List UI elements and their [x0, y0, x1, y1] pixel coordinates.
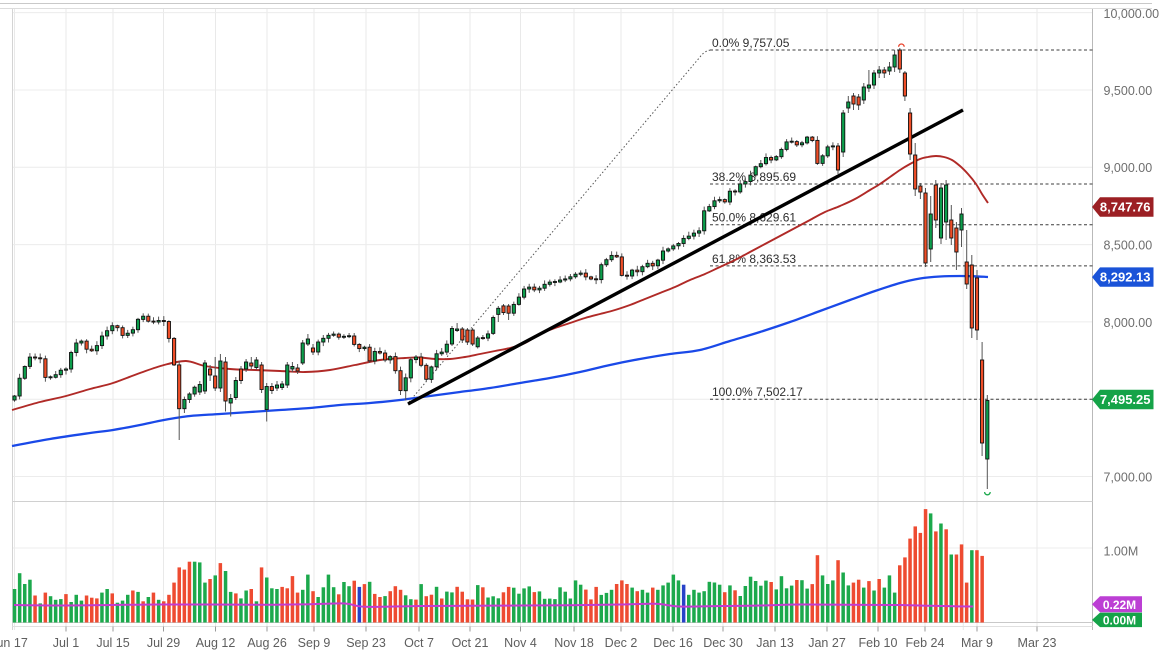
svg-text:Nov 4: Nov 4 — [504, 636, 537, 650]
svg-text:8,000.00: 8,000.00 — [1104, 316, 1153, 330]
svg-text:8,747.76: 8,747.76 — [1100, 200, 1151, 215]
svg-text:Mar 23: Mar 23 — [1018, 636, 1057, 650]
svg-text:Aug 26: Aug 26 — [247, 636, 287, 650]
svg-text:0.00M: 0.00M — [1103, 613, 1136, 627]
svg-text:Dec 16: Dec 16 — [653, 636, 693, 650]
svg-text:Sep 9: Sep 9 — [298, 636, 331, 650]
svg-text:Jul 1: Jul 1 — [53, 636, 79, 650]
svg-text:Feb 24: Feb 24 — [906, 636, 945, 650]
svg-text:Nov 18: Nov 18 — [554, 636, 594, 650]
svg-text:50.0% 8,629.61: 50.0% 8,629.61 — [712, 211, 796, 225]
svg-text:7,495.25: 7,495.25 — [1100, 392, 1151, 407]
svg-text:Oct 7: Oct 7 — [404, 636, 434, 650]
svg-text:Mar 9: Mar 9 — [961, 636, 993, 650]
svg-text:0.0% 9,757.05: 0.0% 9,757.05 — [712, 36, 790, 50]
svg-text:Aug 12: Aug 12 — [196, 636, 236, 650]
svg-text:7,000.00: 7,000.00 — [1104, 471, 1153, 485]
svg-text:1.00M: 1.00M — [1104, 544, 1139, 558]
svg-text:0.22M: 0.22M — [1103, 598, 1136, 612]
svg-text:Oct 21: Oct 21 — [452, 636, 489, 650]
svg-text:Jun 17: Jun 17 — [0, 636, 28, 650]
svg-text:Jan 27: Jan 27 — [808, 636, 846, 650]
svg-text:9,000.00: 9,000.00 — [1104, 161, 1153, 175]
svg-text:10,000.00: 10,000.00 — [1104, 7, 1159, 21]
svg-text:100.0% 7,502.17: 100.0% 7,502.17 — [712, 385, 803, 399]
svg-text:Dec 30: Dec 30 — [703, 636, 743, 650]
svg-text:Sep 23: Sep 23 — [346, 636, 386, 650]
svg-text:61.8% 8,363.53: 61.8% 8,363.53 — [712, 252, 796, 266]
svg-text:9,500.00: 9,500.00 — [1104, 84, 1153, 98]
svg-text:8,292.13: 8,292.13 — [1100, 270, 1151, 285]
svg-text:8,500.00: 8,500.00 — [1104, 239, 1153, 253]
svg-text:Jan 13: Jan 13 — [756, 636, 794, 650]
svg-text:Feb 10: Feb 10 — [859, 636, 898, 650]
svg-text:Jul 29: Jul 29 — [147, 636, 180, 650]
svg-text:Dec 2: Dec 2 — [605, 636, 638, 650]
svg-text:Jul 15: Jul 15 — [96, 636, 129, 650]
